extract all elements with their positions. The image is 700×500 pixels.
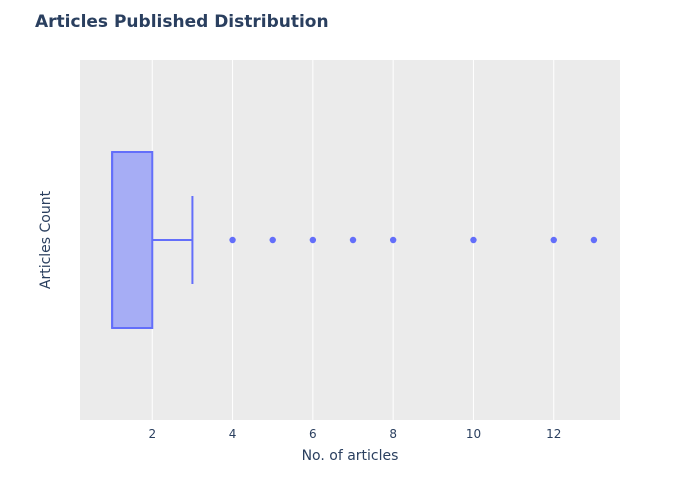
outlier-point-12 (550, 236, 557, 244)
x-tick-label-4: 4 (229, 427, 237, 441)
x-tick-label-6: 6 (309, 427, 317, 441)
x-tick-label-2: 2 (148, 427, 156, 441)
outlier-point-13 (590, 236, 598, 244)
x-axis-label: No. of articles (302, 448, 399, 464)
outlier-point-7 (349, 236, 357, 244)
outlier-point-4 (229, 236, 236, 244)
x-tick-label-10: 10 (466, 427, 481, 441)
chart-title: Articles Published Distribution (35, 12, 329, 32)
outlier-points (229, 236, 598, 244)
box-plot (111, 151, 194, 329)
x-tick-labels: 2 4 6 8 10 12 (148, 427, 561, 441)
outlier-point-8 (389, 236, 397, 244)
y-axis-label: Articles Count (38, 190, 54, 289)
outlier-point-5 (269, 236, 276, 244)
outlier-point-6 (309, 236, 317, 244)
outlier-point-10 (470, 236, 477, 244)
box-iqr (111, 151, 154, 329)
x-tick-label-8: 8 (389, 427, 397, 441)
x-tick-label-12: 12 (546, 427, 561, 441)
